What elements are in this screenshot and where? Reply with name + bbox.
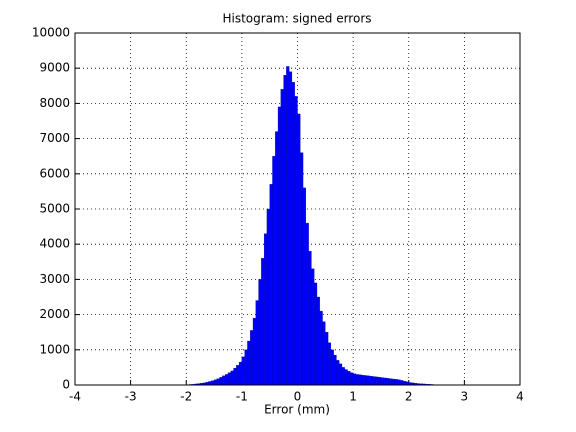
bar [261, 258, 265, 386]
x-tick-label: -3 [125, 390, 137, 404]
bar [347, 371, 351, 386]
bar [355, 374, 359, 386]
y-tick-label: 4000 [39, 237, 70, 251]
bar [316, 296, 320, 386]
plot-frame [74, 32, 521, 386]
bar [250, 330, 254, 386]
bar [364, 375, 368, 386]
bar [391, 378, 395, 386]
bar [319, 310, 323, 386]
bar [275, 131, 279, 386]
bar [336, 360, 340, 386]
bar [350, 372, 354, 386]
bar [236, 365, 240, 386]
bar [244, 349, 248, 386]
chart-title: Histogram: signed errors [222, 12, 371, 26]
x-tick-label: -4 [69, 390, 81, 404]
bar [233, 367, 237, 386]
bar [238, 361, 243, 386]
bar [263, 233, 268, 386]
bar [344, 369, 348, 386]
y-tick-label: 2000 [39, 307, 70, 321]
bar [255, 300, 259, 386]
bar [258, 279, 262, 386]
bar [383, 377, 387, 386]
bar [208, 381, 212, 386]
bar [213, 379, 217, 386]
y-tick-label: 1000 [39, 342, 70, 356]
bar [294, 96, 298, 386]
bar [369, 376, 373, 386]
x-tick-label: -2 [180, 390, 192, 404]
bar [280, 89, 284, 386]
bar [302, 187, 306, 386]
bar [375, 376, 379, 386]
bar [291, 82, 295, 386]
x-tick-label: 3 [461, 390, 469, 404]
bar [225, 374, 229, 386]
bar [305, 222, 309, 386]
bar [266, 208, 270, 386]
y-tick-label: 9000 [39, 61, 70, 75]
bar [272, 156, 276, 386]
bar [300, 152, 304, 386]
bar [339, 363, 343, 386]
bar [216, 378, 220, 386]
bar [361, 374, 365, 386]
bar [277, 106, 281, 386]
bar [325, 332, 329, 386]
y-tick-label: 0 [62, 378, 70, 392]
bar [394, 379, 398, 386]
y-tick-label: 8000 [39, 96, 70, 110]
bar [311, 268, 315, 386]
x-axis-label: Error (mm) [264, 403, 330, 417]
x-tick-label: 1 [349, 390, 357, 404]
bar [386, 378, 390, 386]
bar [380, 377, 384, 386]
bar [289, 71, 293, 386]
bar [352, 373, 357, 386]
bar [269, 184, 273, 386]
bar [286, 66, 290, 386]
bar [378, 377, 382, 386]
bar [389, 378, 393, 386]
y-tick-label: 7000 [39, 131, 70, 145]
bar [283, 75, 287, 386]
bar [403, 380, 407, 386]
bar [308, 251, 312, 386]
bar [372, 376, 376, 386]
bar [314, 282, 318, 386]
bar [400, 380, 404, 386]
y-tick-label: 10000 [32, 26, 70, 40]
y-tick-label: 5000 [39, 202, 70, 216]
x-tick-label: 0 [294, 390, 302, 404]
bar [322, 321, 326, 386]
bar [222, 375, 226, 386]
bar [227, 372, 231, 386]
bar [397, 379, 401, 386]
bar [219, 377, 223, 386]
x-tick-label: -1 [236, 390, 248, 404]
bar [341, 367, 345, 386]
x-tick-label: 2 [405, 390, 413, 404]
bar [241, 356, 245, 386]
bar [366, 375, 370, 386]
bar [211, 380, 215, 386]
bar [358, 374, 362, 386]
bar [252, 317, 256, 386]
bar [247, 340, 251, 386]
bar [330, 349, 334, 386]
y-tick-label: 3000 [39, 272, 70, 286]
bar [327, 342, 332, 386]
bar [230, 370, 234, 386]
y-tick-label: 6000 [39, 166, 70, 180]
x-tick-label: 4 [516, 390, 524, 404]
bar [333, 354, 337, 386]
bar [297, 113, 301, 386]
